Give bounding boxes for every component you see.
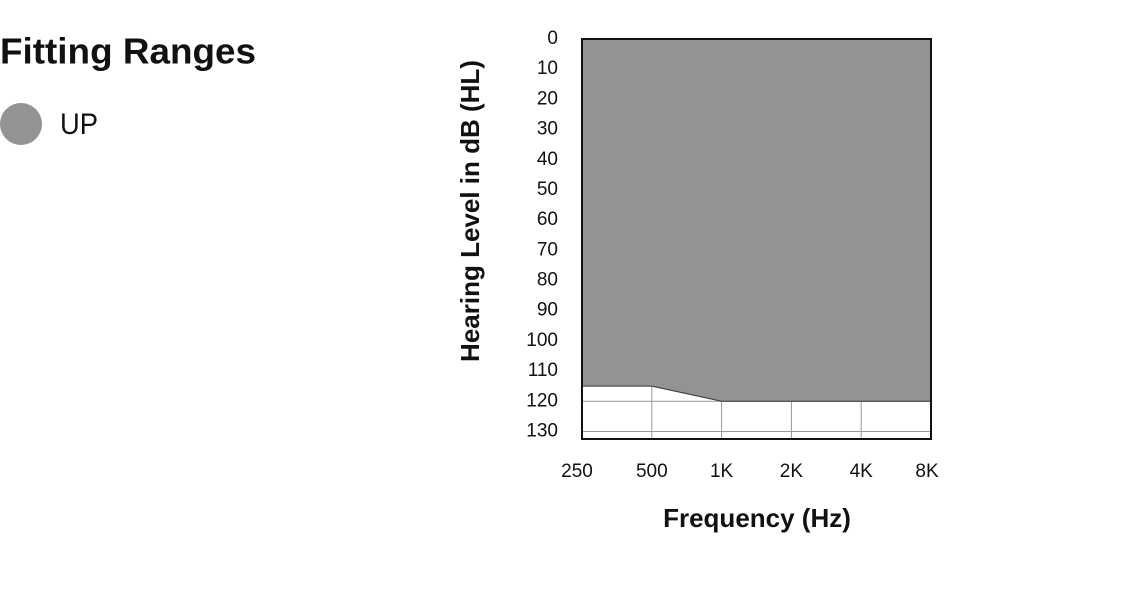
x-tick-label: 1K (710, 461, 734, 482)
y-tick-label: 0 (547, 28, 558, 49)
y-tick-label: 110 (528, 360, 558, 381)
x-tick-label: 250 (561, 461, 593, 482)
y-tick-label: 30 (537, 119, 558, 140)
y-tick-label: 90 (537, 300, 558, 321)
y-tick-label: 20 (537, 88, 558, 109)
chart-title: Fitting Ranges (0, 31, 256, 72)
y-tick-label: 100 (526, 330, 558, 351)
y-tick-label: 10 (537, 58, 558, 79)
area (581, 38, 932, 402)
y-tick-label: 120 (526, 390, 558, 411)
y-axis-label: Hearing Level in dB (HL) (455, 60, 485, 362)
x-tick-label: 8K (915, 461, 939, 482)
y-tick-label: 80 (537, 270, 558, 291)
x-tick-label: 4K (850, 461, 874, 482)
y-tick-label: 60 (537, 209, 558, 230)
x-axis-label: Frequency (Hz) (663, 503, 851, 533)
x-tick-label: 2K (780, 461, 804, 482)
y-tick-label: 40 (537, 149, 558, 170)
x-tick-label: 500 (636, 461, 668, 482)
legend-label: UP (60, 108, 98, 141)
legend-swatch (0, 103, 42, 145)
y-tick-label: 50 (537, 179, 558, 200)
plot-frame (581, 38, 932, 440)
y-tick-label: 130 (526, 420, 558, 441)
y-tick-label: 70 (537, 239, 558, 260)
